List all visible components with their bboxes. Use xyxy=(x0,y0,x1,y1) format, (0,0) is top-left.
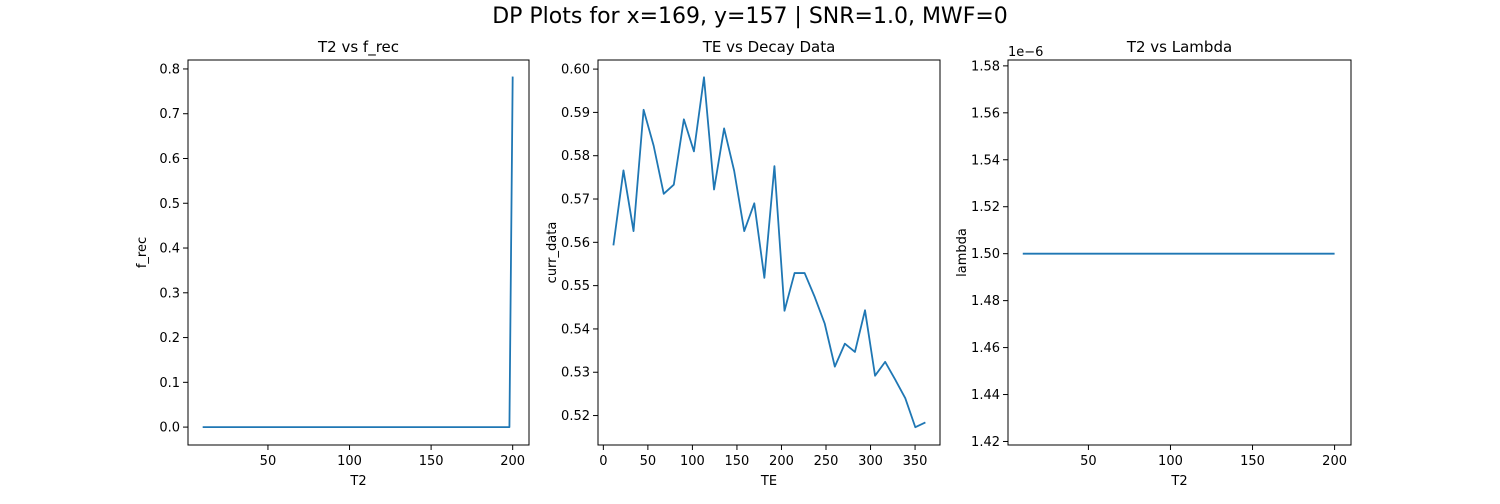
y-tick-label: 0.53 xyxy=(561,366,590,381)
x-axis-label: T2 xyxy=(1170,474,1187,489)
panel-t2-lambda: 50 100 150 200 1.42 1.44 1.46 1.48 1.50 1.52 1.54 1… xyxy=(955,38,1352,489)
x-tick-label: 100 xyxy=(680,454,705,469)
y-tick-label: 1.56 xyxy=(971,106,1000,121)
y-tick-label: 0.57 xyxy=(561,193,590,208)
y-tick-label: 0.59 xyxy=(561,106,590,121)
panel-title: T2 vs f_rec xyxy=(317,38,399,57)
y-tick-label: 1.46 xyxy=(971,341,1000,356)
x-tick-label: 150 xyxy=(725,454,750,469)
x-axis-label: TE xyxy=(760,474,777,489)
x-tick-label: 200 xyxy=(769,454,794,469)
x-tick-label: 100 xyxy=(1158,454,1183,469)
x-tick-label: 200 xyxy=(1322,454,1347,469)
axes-frame xyxy=(1007,59,1352,446)
y-tick-label: 0.58 xyxy=(561,149,590,164)
y-tick-label: 1.48 xyxy=(971,294,1000,309)
y-tick-label: 0.7 xyxy=(159,107,180,122)
axes-frame xyxy=(187,59,530,446)
series-line-f-rec xyxy=(202,76,514,428)
y-tick-label: 1.50 xyxy=(971,247,1000,262)
y-axis-label: lambda xyxy=(955,228,970,277)
x-tick-label: 0 xyxy=(599,454,607,469)
panel-title: T2 vs Lambda xyxy=(1126,38,1232,56)
y-axis-label: f_rec xyxy=(135,237,150,268)
x-tick-label: 200 xyxy=(500,454,525,469)
y-axis-label: curr_data xyxy=(545,222,560,284)
y-tick-label: 0.5 xyxy=(159,197,180,212)
y-tick-label: 1.42 xyxy=(971,435,1000,450)
x-tick-label: 250 xyxy=(814,454,839,469)
y-tick-label: 0.60 xyxy=(561,63,590,78)
y-tick-label: 0.54 xyxy=(561,322,590,337)
y-tick-label: 0.52 xyxy=(561,409,590,424)
axes-frame xyxy=(597,59,941,446)
x-tick-label: 50 xyxy=(1080,454,1097,469)
y-tick-label: 1.58 xyxy=(971,59,1000,74)
panel-te-decay: 0 50 100 150 200 250 300 350 0.52 0.53 0.54 0.55 0.5… xyxy=(545,38,941,489)
x-tick-label: 100 xyxy=(337,454,362,469)
y-offset-text: 1e−6 xyxy=(1008,45,1043,60)
x-tick-label: 50 xyxy=(640,454,657,469)
x-axis-label: T2 xyxy=(349,474,366,489)
x-tick-label: 300 xyxy=(858,454,883,469)
y-tick-label: 0.8 xyxy=(159,62,180,77)
y-tick-label: 1.54 xyxy=(971,153,1000,168)
series-line-curr-data xyxy=(612,76,926,429)
y-tick-label: 0.0 xyxy=(159,421,180,436)
panel-t2-frec: 50 100 150 200 0.0 0.1 0.2 0.3 0.4 0.5 0.6 0.7 0.8 T2… xyxy=(135,38,530,489)
x-tick-label: 350 xyxy=(903,454,928,469)
y-tick-label: 0.1 xyxy=(159,376,180,391)
y-tick-label: 0.56 xyxy=(561,236,590,251)
y-tick-label: 0.2 xyxy=(159,331,180,346)
x-tick-label: 150 xyxy=(1240,454,1265,469)
y-tick-label: 0.4 xyxy=(159,242,180,257)
panel-title: TE vs Decay Data xyxy=(702,38,836,56)
y-tick-label: 1.52 xyxy=(971,200,1000,215)
figure-suptitle: DP Plots for x=169, y=157 | SNR=1.0, MWF… xyxy=(492,4,1008,29)
y-tick-label: 1.44 xyxy=(971,388,1000,403)
x-tick-label: 150 xyxy=(419,454,444,469)
y-tick-label: 0.6 xyxy=(159,152,180,167)
y-tick-label: 0.55 xyxy=(561,279,590,294)
x-tick-label: 50 xyxy=(260,454,277,469)
y-tick-label: 0.3 xyxy=(159,286,180,301)
